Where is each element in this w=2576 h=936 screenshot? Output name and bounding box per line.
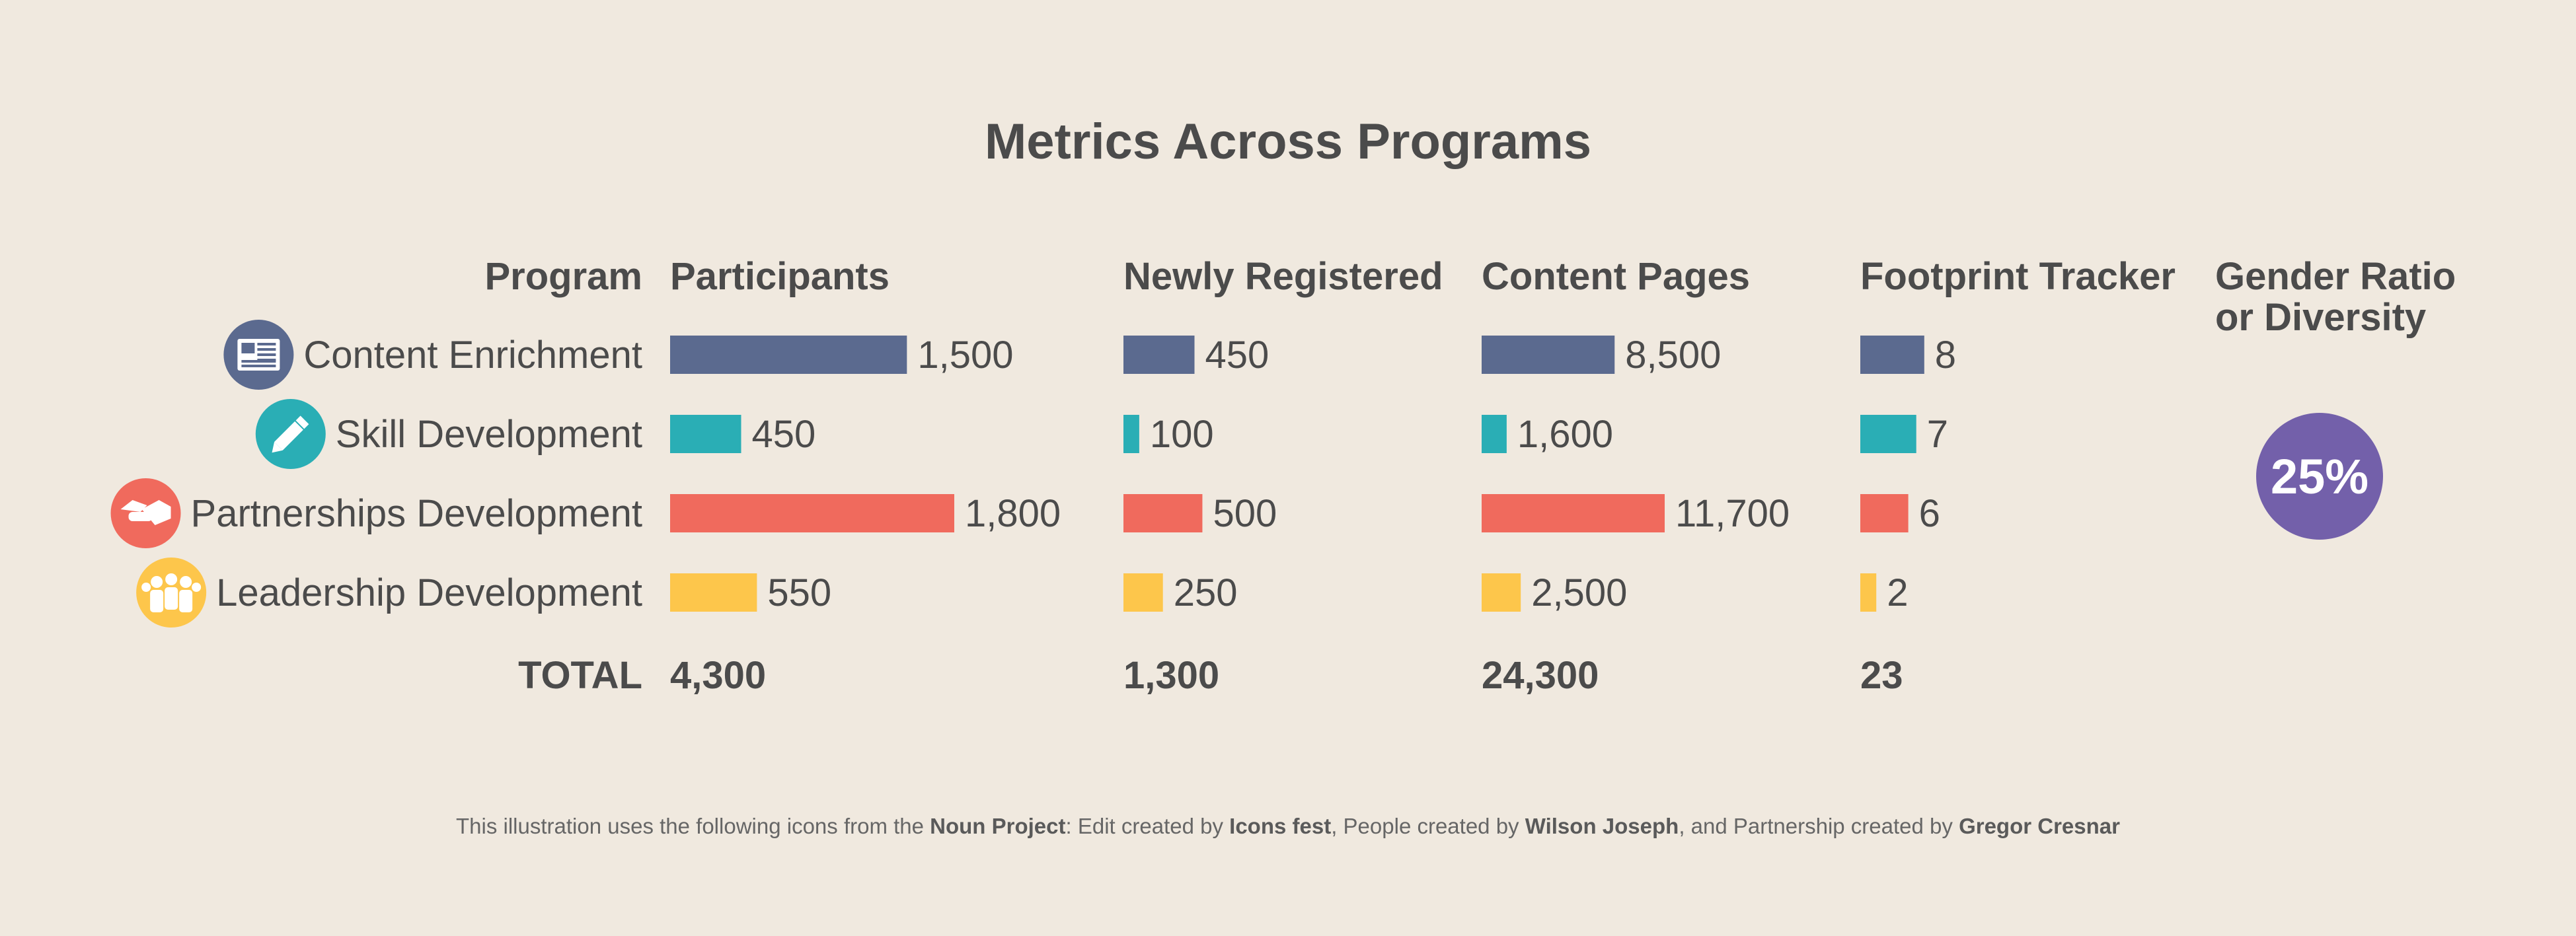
person-body: [150, 590, 164, 612]
bar-content-pages-content-enrichment: [1482, 336, 1615, 374]
bar-participants-content-enrichment: [670, 336, 907, 374]
hand-fingers: [128, 512, 153, 521]
value-label-participants-leadership-development: 550: [767, 571, 831, 614]
bar-newly-registered-content-enrichment: [1123, 336, 1195, 374]
category-label-leadership-development: Leadership Development: [216, 571, 642, 614]
gender-header-line1: Gender Ratio: [2215, 255, 2456, 298]
footnote-author-partnership: Gregor Cresnar: [1959, 814, 2120, 838]
column-header-participants: Participants: [670, 255, 890, 298]
bar-footprint-tracker-partnerships-development: [1860, 494, 1909, 532]
bar-footprint-tracker-leadership-development: [1860, 573, 1877, 612]
category-label-partnerships-development: Partnerships Development: [191, 492, 642, 535]
footnote-part4: , and Partnership created by: [1679, 814, 1959, 838]
total-label: TOTAL: [518, 654, 642, 697]
column-header-newly-registered: Newly Registered: [1123, 255, 1443, 298]
people-icon: [136, 558, 207, 628]
footnote-author-edit: Icons fest: [1229, 814, 1332, 838]
value-label-footprint-tracker-leadership-development: 2: [1887, 571, 1908, 614]
value-label-participants-partnerships-development: 1,800: [965, 492, 1061, 535]
paper-line: [241, 365, 276, 367]
bar-participants-partnerships-development: [670, 494, 954, 532]
column-header-content-pages: Content Pages: [1482, 255, 1750, 298]
value-label-newly-registered-partnerships-development: 500: [1213, 492, 1277, 535]
total-value-content-pages: 24,300: [1482, 654, 1599, 697]
value-label-footprint-tracker-partnerships-development: 6: [1919, 492, 1940, 535]
person-head: [165, 573, 178, 585]
category-label-content-enrichment: Content Enrichment: [303, 334, 642, 377]
value-label-content-pages-partnerships-development: 11,700: [1675, 492, 1790, 535]
person-body: [165, 587, 178, 610]
category-label-skill-development: Skill Development: [336, 413, 642, 456]
bar-newly-registered-leadership-development: [1123, 573, 1163, 612]
value-label-newly-registered-skill-development: 100: [1150, 413, 1214, 456]
person-head: [141, 583, 151, 592]
footnote-noun-project: Noun Project: [930, 814, 1066, 838]
handshake-icon: [110, 478, 181, 548]
value-label-newly-registered-leadership-development: 250: [1174, 571, 1238, 614]
person-head: [180, 576, 192, 588]
chart-title: Metrics Across Programs: [985, 114, 1591, 170]
paper-line: [257, 353, 276, 356]
program-header: Program: [484, 255, 642, 298]
gender-header-line2: or Diversity: [2215, 296, 2426, 339]
gender-ratio-circle: [2256, 413, 2383, 540]
bar-participants-leadership-development: [670, 573, 757, 612]
bar-content-pages-leadership-development: [1482, 573, 1521, 612]
total-value-footprint-tracker: 23: [1860, 654, 1903, 697]
value-label-content-pages-skill-development: 1,600: [1517, 413, 1613, 456]
value-label-content-pages-leadership-development: 2,500: [1531, 571, 1627, 614]
value-label-participants-content-enrichment: 1,500: [917, 334, 1013, 377]
value-label-participants-skill-development: 450: [752, 413, 816, 456]
hand-left: [120, 500, 147, 512]
bar-newly-registered-skill-development: [1123, 415, 1139, 453]
bar-footprint-tracker-skill-development: [1860, 415, 1916, 453]
footnote-part2: : Edit created by: [1065, 814, 1230, 838]
column-header-footprint-tracker: Footprint Tracker: [1860, 255, 2176, 298]
person-head: [192, 583, 202, 592]
newspaper-icon: [223, 320, 294, 390]
pencil-eraser: [295, 415, 309, 429]
pencil-body: [274, 421, 303, 450]
paper-line: [257, 348, 276, 351]
total-value-participants: 4,300: [670, 654, 766, 697]
bar-participants-skill-development: [670, 415, 741, 453]
pencil-shape: [272, 415, 309, 453]
value-label-content-pages-content-enrichment: 8,500: [1625, 334, 1721, 377]
paper-line: [241, 360, 276, 363]
bar-newly-registered-partnerships-development: [1123, 494, 1203, 532]
person-head: [151, 576, 163, 588]
value-label-newly-registered-content-enrichment: 450: [1205, 334, 1269, 377]
paper-photo: [241, 343, 255, 353]
bar-content-pages-partnerships-development: [1482, 494, 1665, 532]
gender-ratio-label: 25%: [2271, 449, 2368, 504]
pencil-icon: [255, 399, 326, 469]
footnote-part3: , People created by: [1331, 814, 1525, 838]
hand-right: [141, 500, 171, 525]
person-body: [179, 590, 193, 612]
footnote-part1: This illustration uses the following ico…: [456, 814, 930, 838]
bar-content-pages-skill-development: [1482, 415, 1507, 453]
value-label-footprint-tracker-content-enrichment: 8: [1935, 334, 1956, 377]
pencil-tip: [272, 442, 283, 453]
total-value-newly-registered: 1,300: [1123, 654, 1219, 697]
bar-footprint-tracker-content-enrichment: [1860, 336, 1924, 374]
paper-line: [257, 343, 276, 345]
footnote-author-people: Wilson Joseph: [1525, 814, 1679, 838]
footnote: This illustration uses the following ico…: [0, 814, 2576, 839]
value-label-footprint-tracker-skill-development: 7: [1927, 413, 1948, 456]
